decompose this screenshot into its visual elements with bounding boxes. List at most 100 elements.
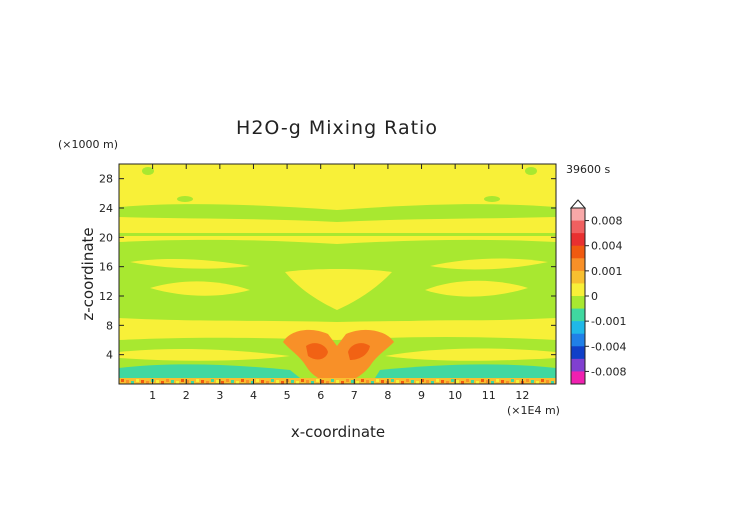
surface-speckle [146,381,149,384]
colorbar-level [571,258,585,272]
surface-speckle [221,381,224,384]
field-region [484,196,500,202]
field-region [119,349,290,361]
field-region [119,204,556,222]
surface-speckle [241,379,244,382]
surface-speckle [191,381,194,384]
colorbar-tick-label: -0.001 [591,315,626,328]
surface-speckle [296,381,299,384]
surface-speckle [136,379,139,382]
surface-speckle [446,381,449,384]
surface-speckle [396,380,399,383]
x-tick-label: 9 [418,389,425,402]
surface-speckle [551,381,554,384]
colorbar-overflow-arrow [569,199,587,209]
y-axis: 4 8 12 16 20 24 28 [99,173,556,362]
surface-speckle [301,379,304,382]
surface-speckle [251,381,254,384]
x-axis: 1 2 3 4 5 6 7 8 9 10 11 12 [149,164,529,402]
y-tick-label: 28 [99,173,113,186]
surface-speckle [461,381,464,384]
surface-speckle [346,379,349,382]
y-tick-label: 4 [106,349,113,362]
surface-speckle [331,379,334,382]
plot-frame [118,163,557,385]
surface-speckle [406,379,409,382]
colorbar-tick-label: 0 [591,290,598,303]
x-tick-label: 8 [384,389,391,402]
x-tick-label: 11 [482,389,496,402]
surface-speckle [491,381,494,384]
surface-speckle [441,380,444,383]
surface-speckle [141,380,144,383]
surface-speckle [261,380,264,383]
colorbar-level [571,358,585,372]
surface-speckle [486,380,489,383]
field-region [385,348,556,361]
surface-speckle [211,379,214,382]
surface-speckle [161,381,164,384]
surface-speckle [326,381,329,384]
field-region [119,233,556,236]
heatmap-field [119,164,556,384]
surface-speckle [186,380,189,383]
surface-speckle [171,380,174,383]
field-region [177,196,193,202]
surface-speckle [456,380,459,383]
y-tick-label: 12 [99,290,113,303]
surface-speckle [471,380,474,383]
surface-speckle [476,381,479,384]
colorbar-level [571,283,585,297]
x-tick-label: 4 [250,389,257,402]
colorbar-tick-label: 0.008 [591,215,623,228]
surface-speckle [436,379,439,382]
y-tick-label: 24 [99,202,113,215]
colorbar-tick-label: 0.001 [591,265,623,278]
colorbar-level [571,346,585,360]
field-region [348,343,370,360]
field-region [306,343,328,360]
x-tick-label: 7 [351,389,358,402]
x-tick-label: 12 [515,389,529,402]
surface-speckle [421,379,424,382]
surface-speckle [531,380,534,383]
surface-speckle [541,379,544,382]
surface-speckle [361,379,364,382]
surface-speckle [206,381,209,384]
surface-speckle [281,381,284,384]
surface-speckle [266,381,269,384]
field-region [142,167,154,175]
surface-speckle [321,380,324,383]
surface-speckle [166,379,169,382]
surface-speckle [426,380,429,383]
surface-speckle [516,380,519,383]
surface-speckle [416,381,419,384]
y-tick-label: 20 [99,231,113,244]
x-tick-label: 3 [216,389,223,402]
colorbar-level [571,296,585,310]
surface-speckle [306,380,309,383]
surface-speckle [236,381,239,384]
x-tick-label: 10 [448,389,462,402]
field-region [130,259,250,269]
surface-speckle [496,379,499,382]
surface-speckle [316,379,319,382]
colorbar-level [571,220,585,234]
surface-speckle [376,379,379,382]
field-region [375,364,556,378]
time-label: 39600 s [566,163,610,176]
chart-title: H2O-g Mixing Ratio [236,117,438,139]
surface-speckle [481,379,484,382]
colorbar-level [571,270,585,284]
y-tick-label: 8 [106,319,113,332]
surface-speckle [511,379,514,382]
colorbar-level [571,208,585,222]
field-region [425,280,528,297]
colorbar-level [571,308,585,322]
surface-speckle [226,379,229,382]
surface-speckle [246,380,249,383]
surface-speckle [311,381,314,384]
surface-speckle [391,379,394,382]
colorbar-level [571,333,585,347]
